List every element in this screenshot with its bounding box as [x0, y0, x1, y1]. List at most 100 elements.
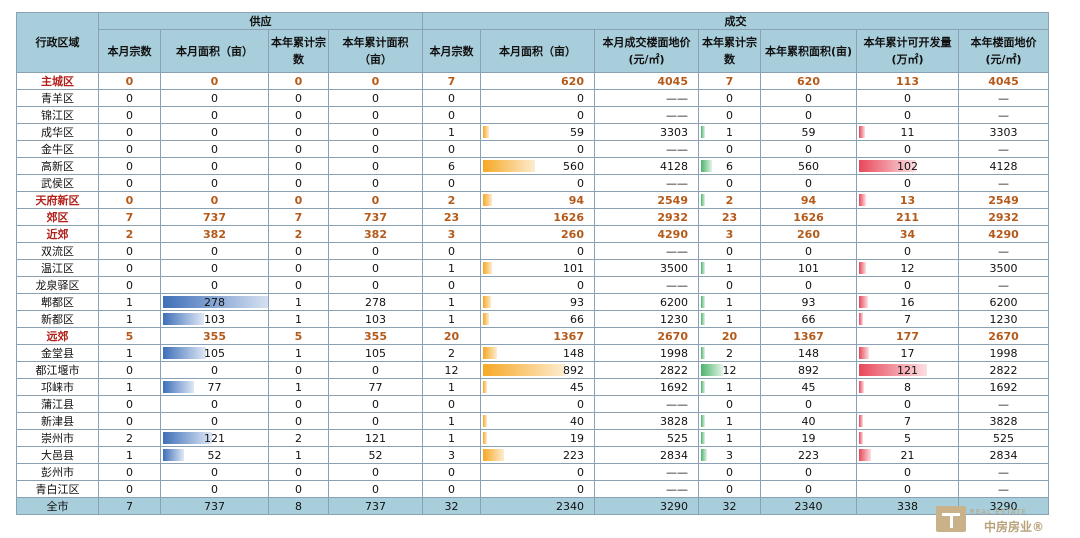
cell-value: 560: [563, 159, 584, 173]
cell-value: 0: [726, 176, 733, 190]
district-name: 都江堰市: [16, 361, 99, 379]
data-bar: [701, 364, 723, 376]
table-cell: 1230: [594, 310, 699, 328]
table-cell: 2: [422, 344, 481, 362]
cell-value: 121: [204, 431, 225, 445]
table-cell: 0: [98, 174, 161, 192]
district-name: 郫都区: [16, 293, 99, 311]
cell-value: 102: [897, 159, 918, 173]
table-cell: 0: [698, 140, 761, 158]
cell-value: 1: [726, 414, 733, 428]
district-name: 高新区: [16, 157, 99, 175]
table-cell: 0: [268, 140, 329, 158]
table-cell: 620: [760, 72, 857, 90]
table-cell: 382: [160, 225, 269, 243]
cell-value: 94: [568, 193, 584, 207]
table-cell: 0: [98, 157, 161, 175]
table-cell: 0: [760, 89, 857, 107]
table-cell: 0: [268, 242, 329, 260]
data-bar: [701, 194, 705, 206]
table-cell: —: [957, 89, 1050, 107]
table-cell: 7: [268, 208, 329, 226]
cell-value: 338: [897, 499, 918, 513]
data-bar: [483, 432, 487, 444]
cell-value: 1: [726, 312, 733, 326]
table-cell: ——: [594, 480, 699, 498]
table-cell: 1: [98, 293, 161, 311]
table-row: 天府新区 0 0 0 0 2 94 2549 2 94 13 2549: [16, 191, 1050, 209]
district-name: 青羊区: [16, 89, 99, 107]
data-bar: [483, 381, 487, 393]
table-cell: 1692: [957, 378, 1050, 396]
table-cell: 737: [160, 497, 269, 515]
cell-value: 223: [563, 448, 584, 462]
table-cell: ——: [594, 106, 699, 124]
table-cell: 2670: [594, 327, 699, 345]
table-cell: —: [957, 174, 1050, 192]
cell-value: 23: [721, 210, 738, 224]
table-cell: 355: [160, 327, 269, 345]
table-cell: 0: [268, 89, 329, 107]
cell-value: 1367: [553, 329, 584, 343]
table-cell: 101: [760, 259, 857, 277]
table-cell: 34: [856, 225, 959, 243]
table-cell: 0: [160, 191, 269, 209]
cell-value: 620: [561, 74, 584, 88]
data-bar: [483, 415, 487, 427]
logo-chinese: 中房房业®: [984, 520, 1045, 534]
cell-value: 0: [726, 91, 733, 105]
table-cell: 12: [856, 259, 959, 277]
cell-value: 260: [561, 227, 584, 241]
cell-value: 0: [726, 465, 733, 479]
table-cell: 2: [98, 225, 161, 243]
district-header: 行政区域: [16, 12, 99, 73]
table-cell: 5: [98, 327, 161, 345]
table-cell: 1626: [760, 208, 857, 226]
cell-value: 1: [726, 261, 733, 275]
supply-header: 供应: [98, 12, 423, 30]
cell-value: 7: [725, 74, 734, 88]
district-name: 金堂县: [16, 344, 99, 362]
table-cell: 7: [856, 310, 959, 328]
table-cell: ——: [594, 140, 699, 158]
table-row: 近郊 2 382 2 382 3 260 4290 3 260 34 4290: [16, 225, 1050, 243]
deal-header: 成交: [421, 12, 1050, 30]
data-bar: [859, 126, 865, 138]
cell-value: 0: [211, 465, 218, 479]
table-cell: 105: [160, 344, 269, 362]
cell-value: 16: [900, 295, 915, 309]
cell-value: 0: [904, 278, 911, 292]
table-cell: 0: [328, 174, 423, 192]
table-cell: 620: [480, 72, 595, 90]
table-cell: 0: [268, 412, 329, 430]
table-cell: ——: [594, 242, 699, 260]
data-bar: [701, 449, 707, 461]
cell-value: 21: [900, 448, 915, 462]
cell-value: 40: [570, 414, 584, 428]
table-cell: 94: [760, 191, 857, 209]
cell-value: 0: [904, 397, 911, 411]
table-cell: 0: [480, 174, 595, 192]
cell-value: 1626: [553, 210, 584, 224]
data-bar: [483, 126, 489, 138]
table-cell: 103: [328, 310, 423, 328]
table-cell: 52: [160, 446, 269, 464]
data-bar: [701, 347, 705, 359]
table-cell: 7: [98, 208, 161, 226]
table-cell: 1367: [480, 327, 595, 345]
cell-value: 892: [563, 363, 584, 377]
table-cell: 0: [328, 123, 423, 141]
table-cell: 177: [856, 327, 959, 345]
table-cell: 0: [268, 480, 329, 498]
data-bar: [483, 364, 565, 376]
table-cell: 12: [698, 361, 761, 379]
table-cell: 525: [594, 429, 699, 447]
table-cell: 0: [98, 89, 161, 107]
table-cell: 0: [268, 123, 329, 141]
table-cell: 0: [268, 191, 329, 209]
table-row: 青羊区 0 0 0 0 0 0 —— 0 0 0—: [16, 89, 1050, 107]
district-name: 郊区: [16, 208, 99, 226]
table-cell: 0: [698, 106, 761, 124]
table-row: 新津县 0 0 0 0 1 40 3828 1 40 7 3828: [16, 412, 1050, 430]
table-cell: 93: [480, 293, 595, 311]
